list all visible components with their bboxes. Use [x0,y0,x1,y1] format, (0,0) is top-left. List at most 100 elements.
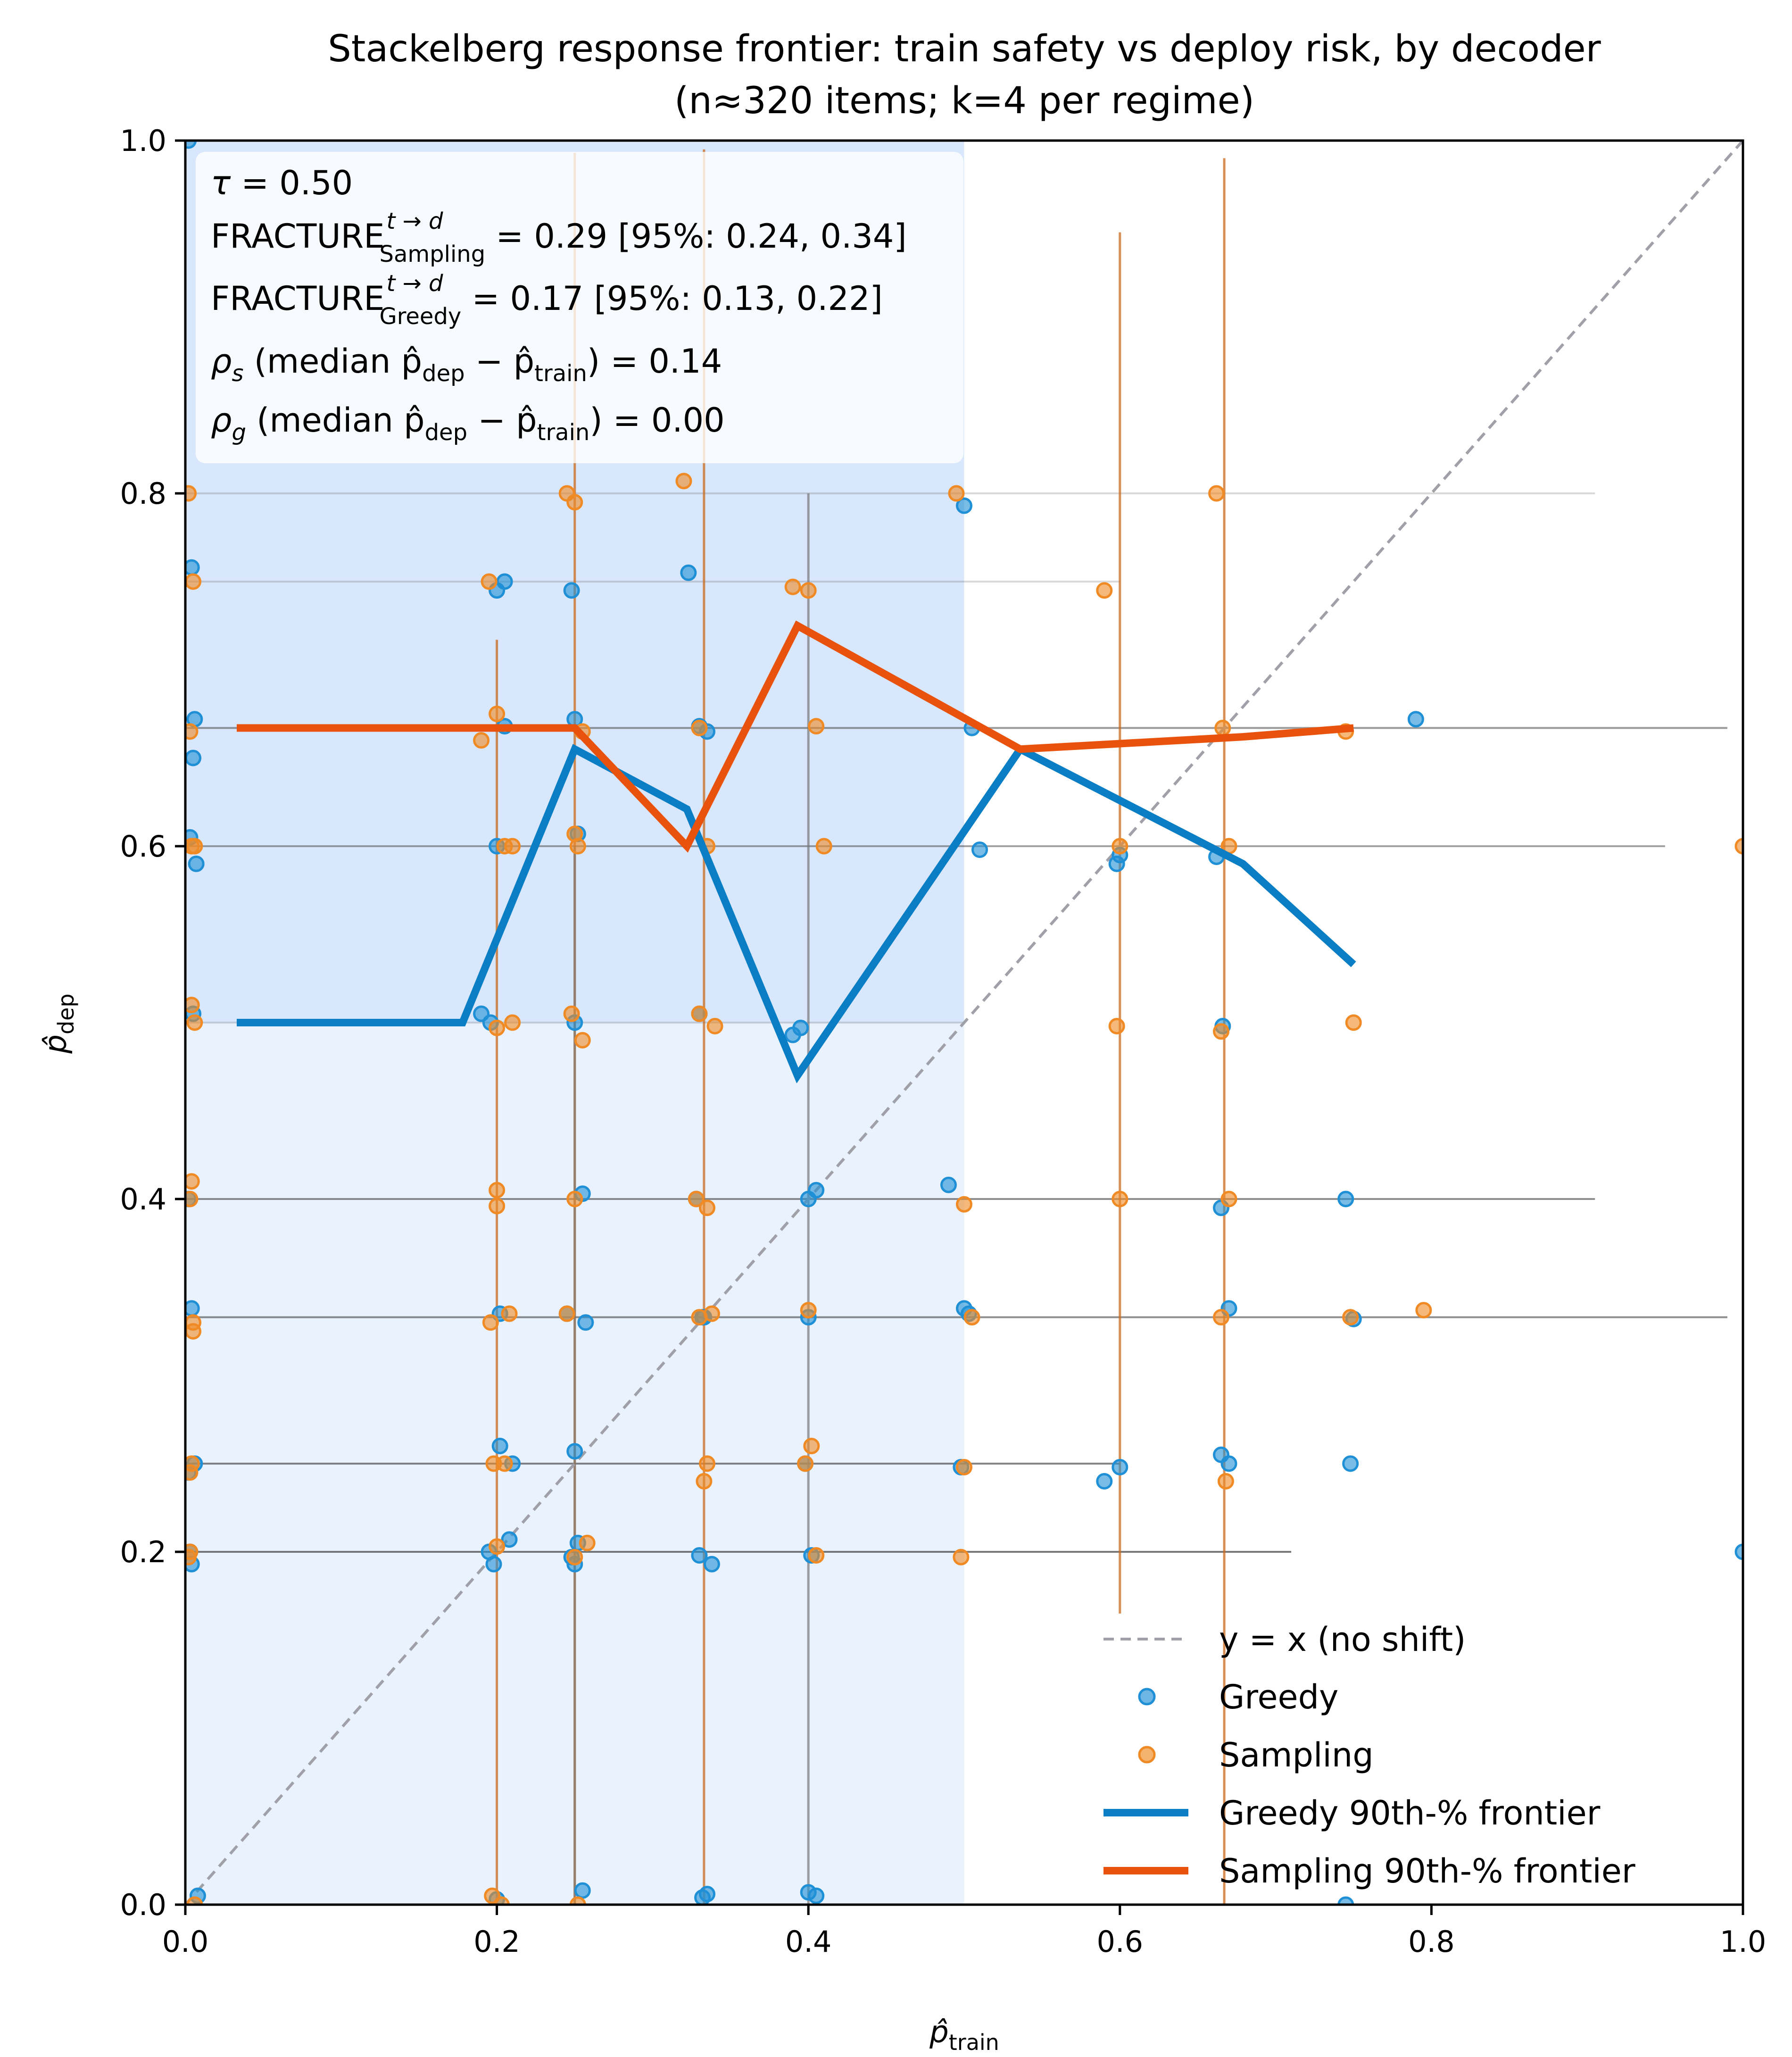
sampling-point [699,1199,716,1216]
sampling-point [953,1549,970,1566]
greedy-point [1337,1191,1354,1208]
sampling-point [185,1191,199,1208]
sampling-point [569,1896,586,1905]
sampling-point [1345,1014,1362,1031]
sampling-point [1212,1023,1229,1040]
x-tick-label: 0.8 [1408,1924,1455,1959]
sampling-point [1212,1309,1229,1326]
plot-frame [184,139,1744,1906]
sampling-point [808,1547,825,1564]
sampling-point [699,1455,716,1472]
sampling-point [482,1314,499,1331]
annotation-rho-g: ρg (median p̂dep − p̂train) = 0.00 [211,401,725,446]
sampling-point [797,1455,814,1472]
sampling-point [808,718,825,735]
legend-sampling-label: Sampling [1219,1736,1374,1774]
sampling-point [1214,719,1231,736]
greedy-point [577,1314,594,1331]
y-tick-label: 1.0 [120,124,166,158]
greedy-point [574,1882,591,1899]
sampling-point [815,838,832,855]
sampling-point [185,723,199,740]
legend-greedy-swatch [1138,1688,1156,1706]
greedy-point [1337,1896,1354,1905]
sampling-point [1208,485,1225,502]
sampling-point [1220,1191,1237,1208]
sampling-point [963,1309,980,1326]
sampling-point [185,1549,197,1566]
sampling-point [501,1305,518,1322]
sampling-point [1096,582,1113,599]
greedy-point [1108,855,1125,872]
greedy-point [1734,1543,1743,1560]
sampling-point [185,1464,199,1481]
legend-greedy-label: Greedy [1219,1678,1338,1716]
greedy-point [940,1176,957,1193]
greedy-point [808,1182,825,1199]
sampling-point [566,1549,583,1566]
legend: y = x (no shift) Greedy Sampling Greedy … [1103,1620,1635,1890]
legend-greedy-frontier-label: Greedy 90th-% frontier [1219,1794,1601,1832]
sampling-point [956,1196,972,1213]
sampling-point [956,1458,972,1475]
sampling-point [489,1538,506,1555]
greedy-point [956,497,972,514]
sampling-point [185,1323,202,1340]
x-axis: 0.0 0.2 0.4 0.6 0.8 1.0 [162,1905,1767,1959]
sampling-frontier-line [236,620,1354,853]
greedy-frontier-line [236,744,1356,1083]
sampling-point [1112,1191,1128,1208]
y-tick-label: 0.8 [120,476,166,511]
greedy-point [563,582,580,599]
greedy-point [1112,1458,1128,1475]
sampling-point [688,1191,705,1208]
sampling-point [784,578,801,595]
sampling-point [186,1896,203,1905]
sampling-point [1217,1473,1234,1490]
sampling-point [504,838,521,855]
sampling-point [691,1005,708,1022]
chart-title: Stackelberg response frontier: train saf… [328,28,1601,70]
greedy-point [1342,1455,1359,1472]
annotation-box [196,152,963,463]
greedy-point [699,1886,716,1903]
sampling-point [1342,1309,1359,1326]
x-tick-label: 1.0 [1720,1924,1767,1959]
x-axis-label: p̂train [929,2015,999,2055]
annotation-fracture-greedy: FRACTUREt → d Greedy = 0.17 [95%: 0.13, 0… [211,270,883,330]
sampling-point [558,1305,575,1322]
greedy-point [188,855,205,872]
sampling-point [566,1191,583,1208]
sampling-point [185,997,200,1014]
legend-sampling-frontier-label: Sampling 90th-% frontier [1219,1852,1635,1890]
sampling-points [185,473,1743,1905]
annotation-lines: τ = 0.50 FRACTUREt → d Sampling = 0.29 [9… [211,164,907,446]
x-tick-label: 0.4 [785,1924,832,1959]
greedy-point [971,841,988,858]
sampling-point [185,573,202,590]
sampling-point [574,1032,591,1049]
sampling-point [579,1534,596,1551]
chart-subtitle: (n≈320 items; k=4 per regime) [674,80,1254,122]
sampling-point [489,1182,506,1199]
greedy-point [703,1556,720,1573]
sampling-point [1108,1017,1125,1034]
greedy-point [792,1019,809,1036]
sampling-point [484,1887,501,1904]
sampling-point [948,485,965,502]
sampling-point [800,582,817,599]
x-tick-label: 0.6 [1096,1924,1143,1959]
sampling-point [489,1198,506,1215]
identity-line [185,141,1743,1905]
sampling-point [186,1014,203,1031]
greedy-point [1096,1473,1113,1490]
sampling-point [1415,1302,1432,1319]
greedy-point [491,1438,508,1455]
y-tick-label: 0.2 [120,1535,166,1569]
sampling-point [185,485,197,502]
sampling-point [186,838,203,855]
greedy-point [680,564,697,581]
greedy-point [691,1547,708,1564]
y-tick-label: 0.6 [120,829,166,864]
y-tick-label: 0.0 [120,1888,166,1922]
